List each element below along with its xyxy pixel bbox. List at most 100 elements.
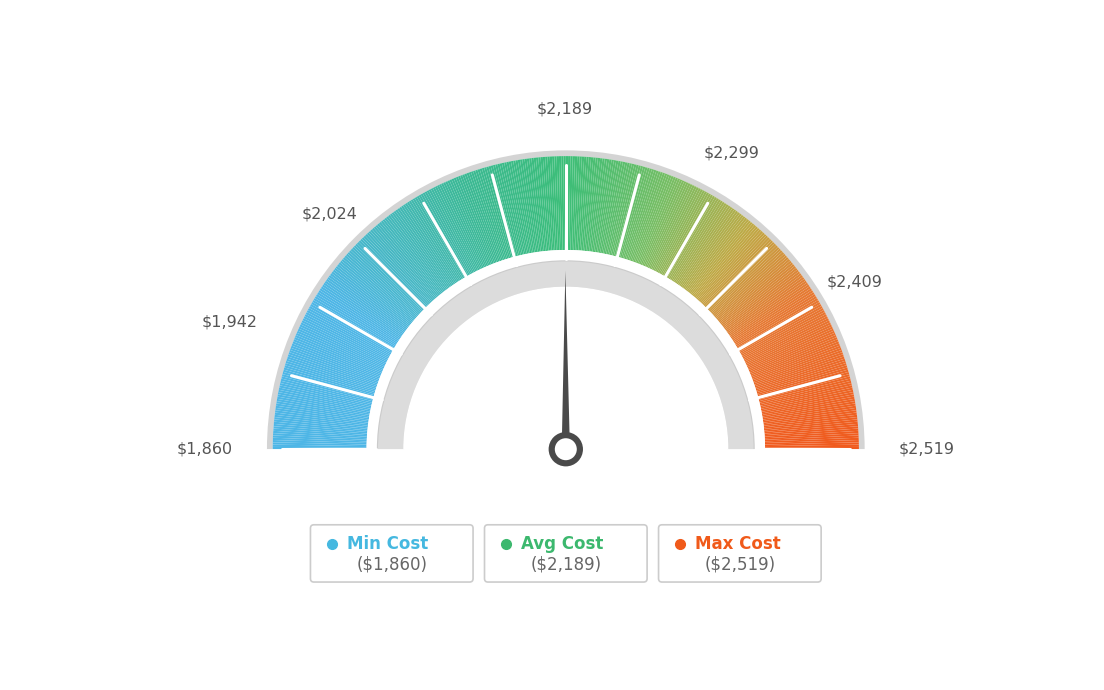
Wedge shape <box>567 156 571 250</box>
Wedge shape <box>460 175 496 264</box>
Wedge shape <box>686 215 744 290</box>
Text: Avg Cost: Avg Cost <box>521 535 604 553</box>
Wedge shape <box>335 268 410 327</box>
Wedge shape <box>376 260 755 449</box>
Wedge shape <box>690 220 751 295</box>
Wedge shape <box>440 183 482 269</box>
Wedge shape <box>722 268 797 327</box>
Wedge shape <box>697 228 760 299</box>
Wedge shape <box>758 376 850 401</box>
Wedge shape <box>330 273 406 331</box>
Wedge shape <box>486 166 513 257</box>
Wedge shape <box>751 342 839 377</box>
Circle shape <box>549 432 583 466</box>
Wedge shape <box>393 210 450 288</box>
Wedge shape <box>299 324 385 366</box>
Wedge shape <box>452 179 489 266</box>
Wedge shape <box>403 286 729 449</box>
Wedge shape <box>469 172 501 262</box>
Wedge shape <box>716 257 788 320</box>
Wedge shape <box>618 166 646 257</box>
Wedge shape <box>688 217 747 293</box>
Wedge shape <box>720 262 793 324</box>
Wedge shape <box>614 165 639 256</box>
Wedge shape <box>309 306 392 353</box>
Wedge shape <box>360 239 427 307</box>
Wedge shape <box>733 290 814 342</box>
Wedge shape <box>375 225 437 297</box>
Wedge shape <box>644 179 682 266</box>
Wedge shape <box>341 259 414 321</box>
Wedge shape <box>308 308 391 355</box>
Wedge shape <box>705 240 773 308</box>
Wedge shape <box>363 235 429 305</box>
Wedge shape <box>734 292 815 344</box>
Wedge shape <box>681 210 739 288</box>
Wedge shape <box>718 259 790 321</box>
Wedge shape <box>492 165 518 256</box>
Wedge shape <box>273 447 367 449</box>
Wedge shape <box>591 159 605 252</box>
Wedge shape <box>743 316 828 360</box>
Wedge shape <box>756 361 846 391</box>
Wedge shape <box>276 404 369 420</box>
Wedge shape <box>605 161 625 254</box>
Wedge shape <box>587 158 601 251</box>
Wedge shape <box>639 177 676 264</box>
Wedge shape <box>758 374 850 400</box>
Wedge shape <box>286 361 375 391</box>
Wedge shape <box>743 314 827 359</box>
Wedge shape <box>291 344 380 379</box>
Wedge shape <box>656 188 701 273</box>
Wedge shape <box>405 203 458 283</box>
Wedge shape <box>425 191 471 275</box>
Wedge shape <box>659 190 705 274</box>
Wedge shape <box>467 172 500 262</box>
Wedge shape <box>571 156 575 250</box>
Wedge shape <box>323 282 402 337</box>
Wedge shape <box>531 158 544 251</box>
Wedge shape <box>747 328 834 368</box>
Wedge shape <box>765 431 859 438</box>
Wedge shape <box>318 290 399 342</box>
Wedge shape <box>765 444 859 448</box>
Wedge shape <box>765 442 859 446</box>
Wedge shape <box>696 226 758 299</box>
Wedge shape <box>711 248 781 314</box>
Wedge shape <box>572 156 577 250</box>
Wedge shape <box>355 244 424 310</box>
Wedge shape <box>640 177 678 265</box>
Wedge shape <box>490 166 517 257</box>
Wedge shape <box>274 424 368 433</box>
Wedge shape <box>725 273 802 331</box>
Wedge shape <box>597 159 614 253</box>
Wedge shape <box>280 379 372 403</box>
Wedge shape <box>322 284 401 339</box>
Wedge shape <box>516 160 533 253</box>
Wedge shape <box>702 235 768 305</box>
Text: $1,860: $1,860 <box>177 442 233 457</box>
Wedge shape <box>638 176 673 264</box>
Wedge shape <box>744 318 829 362</box>
Wedge shape <box>751 339 838 376</box>
Wedge shape <box>749 333 836 371</box>
Wedge shape <box>660 191 707 275</box>
Wedge shape <box>384 217 444 293</box>
Wedge shape <box>756 363 847 392</box>
Wedge shape <box>575 157 582 250</box>
Wedge shape <box>362 237 428 306</box>
Wedge shape <box>584 157 596 251</box>
Wedge shape <box>439 184 481 270</box>
Wedge shape <box>310 304 393 352</box>
Wedge shape <box>274 420 368 431</box>
Wedge shape <box>351 248 421 314</box>
Wedge shape <box>277 399 370 417</box>
Wedge shape <box>289 350 379 383</box>
Wedge shape <box>297 331 383 370</box>
Wedge shape <box>609 163 631 255</box>
Wedge shape <box>367 250 765 449</box>
Wedge shape <box>344 255 416 319</box>
Wedge shape <box>757 370 849 397</box>
Wedge shape <box>325 281 403 336</box>
Wedge shape <box>274 426 368 435</box>
